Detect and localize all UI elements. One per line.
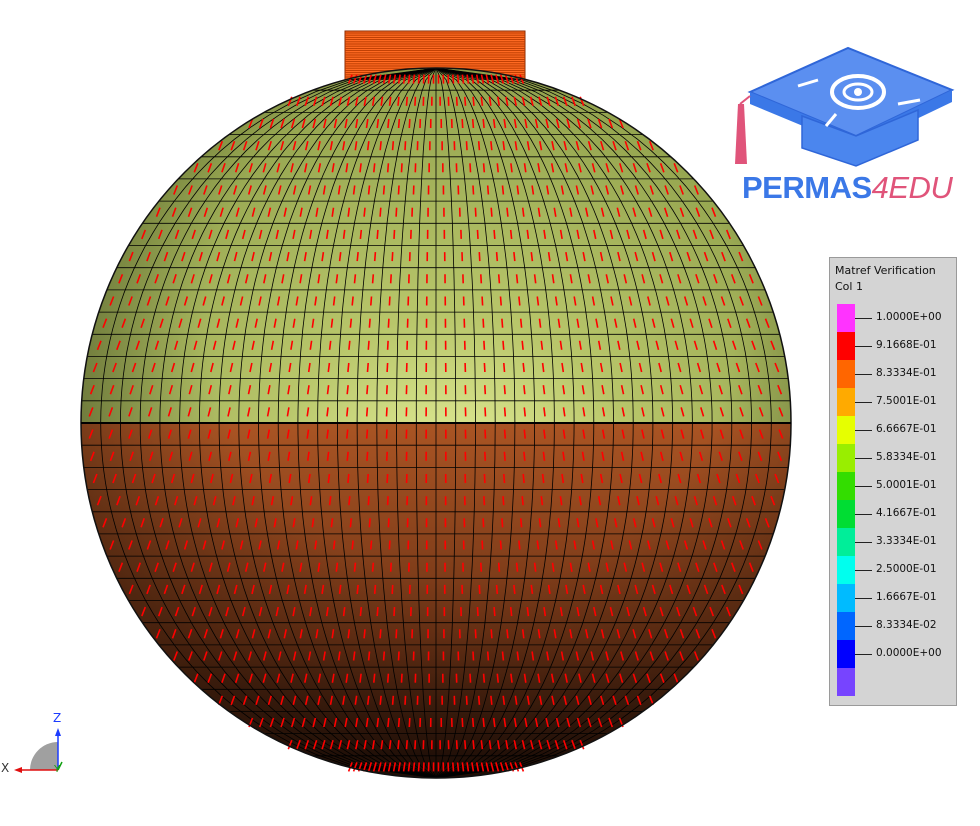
- legend-tick: [855, 570, 872, 571]
- graduation-cap-icon: [735, 46, 955, 167]
- axis-triad[interactable]: Z X Y: [0, 700, 80, 780]
- legend-tick: [855, 318, 872, 319]
- legend-label: 0.0000E+00: [876, 647, 942, 659]
- legend-label: 1.6667E-01: [876, 591, 937, 603]
- legend-swatch: [837, 668, 855, 696]
- logo-text-accent: 4EDU: [871, 170, 953, 205]
- legend-label: 3.3334E-01: [876, 535, 937, 547]
- normal-vectors: [88, 74, 784, 772]
- legend-label: 1.0000E+00: [876, 311, 942, 323]
- legend-label: 2.5000E-01: [876, 563, 937, 575]
- legend-title: Matref Verification: [835, 264, 936, 277]
- legend-swatch: [837, 388, 855, 416]
- axis-z-label: Z: [53, 711, 61, 725]
- legend-tick: [855, 374, 872, 375]
- legend-label: 5.8334E-01: [876, 451, 937, 463]
- legend-tick: [855, 346, 872, 347]
- logo-text-main: PERMAS: [742, 170, 872, 205]
- legend-label: 9.1668E-01: [876, 339, 937, 351]
- legend-tick: [855, 598, 872, 599]
- legend-label: 8.3334E-02: [876, 619, 937, 631]
- axis-x-label: X: [1, 761, 9, 775]
- legend-label: 4.1667E-01: [876, 507, 937, 519]
- legend-tick: [855, 542, 872, 543]
- legend-swatch: [837, 556, 855, 584]
- legend-swatch: [837, 416, 855, 444]
- legend-tick: [855, 514, 872, 515]
- axis-y-label: Y: [53, 764, 61, 775]
- legend-swatch: [837, 304, 855, 332]
- legend-swatch: [837, 472, 855, 500]
- sphere-model[interactable]: [80, 67, 792, 779]
- legend-tick: [855, 430, 872, 431]
- color-legend: Matref Verification Col 1 1.0000E+00 9.16…: [829, 257, 957, 706]
- legend-swatch: [837, 612, 855, 640]
- legend-swatch: [837, 332, 855, 360]
- legend-swatch: [837, 584, 855, 612]
- permas4edu-logo: [728, 40, 964, 215]
- legend-swatch: [837, 360, 855, 388]
- legend-tick: [855, 458, 872, 459]
- legend-tick: [855, 486, 872, 487]
- legend-color-bar: [837, 304, 855, 696]
- legend-label: 7.5001E-01: [876, 395, 937, 407]
- legend-label: 6.6667E-01: [876, 423, 937, 435]
- legend-label: 5.0001E-01: [876, 479, 937, 491]
- legend-swatch: [837, 528, 855, 556]
- legend-swatch: [837, 500, 855, 528]
- legend-tick: [855, 626, 872, 627]
- logo-wordmark: PERMAS4EDU: [742, 170, 953, 206]
- legend-tick: [855, 402, 872, 403]
- legend-swatch: [837, 640, 855, 668]
- legend-subtitle: Col 1: [835, 280, 863, 293]
- legend-tick: [855, 654, 872, 655]
- legend-label: 8.3334E-01: [876, 367, 937, 379]
- legend-swatch: [837, 444, 855, 472]
